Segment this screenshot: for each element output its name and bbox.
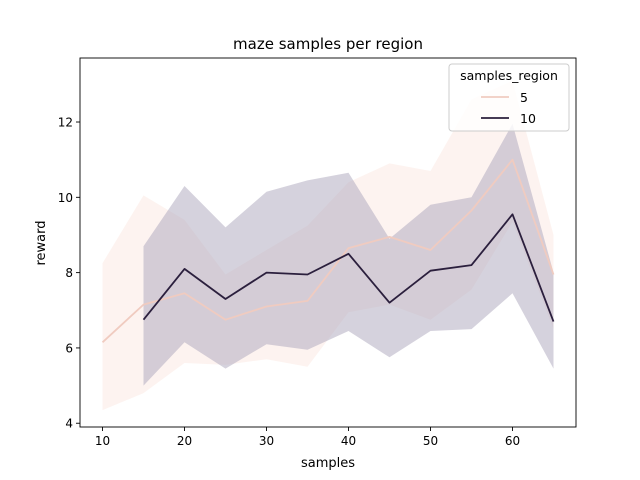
x-tick-label: 10: [95, 434, 110, 448]
y-tick-label: 6: [65, 341, 73, 355]
series-line-10: [142, 213, 555, 322]
x-tick-label: 30: [259, 434, 274, 448]
legend-label-5: 5: [520, 90, 528, 105]
x-tick-label: 20: [177, 434, 192, 448]
x-tick-label: 40: [341, 434, 356, 448]
x-tick-label: 60: [505, 434, 520, 448]
legend-label-10: 10: [520, 111, 536, 126]
y-axis-ticks: 4 6 8 10 12: [58, 116, 80, 431]
y-tick-label: 10: [58, 191, 73, 205]
y-tick-label: 12: [58, 116, 73, 130]
chart-title: maze samples per region: [233, 35, 423, 53]
series-lines: [101, 158, 555, 343]
y-axis-label: reward: [34, 220, 49, 265]
x-axis-label: samples: [301, 456, 355, 471]
series-line-5: [101, 158, 555, 343]
legend: samples_region 5 10: [448, 63, 570, 132]
y-tick-label: 4: [65, 417, 73, 431]
legend-title: samples_region: [460, 68, 558, 83]
x-axis-ticks: 10 20 30 40 50 60: [95, 427, 520, 448]
plot-frame: [79, 57, 577, 428]
x-tick-label: 50: [423, 434, 438, 448]
y-tick-label: 8: [65, 266, 73, 280]
